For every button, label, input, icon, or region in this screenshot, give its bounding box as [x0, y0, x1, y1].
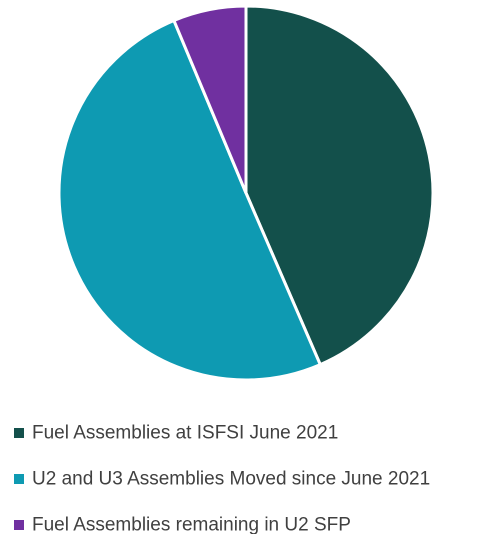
- legend-marker-1: [14, 428, 24, 438]
- legend-item-2: U2 and U3 Assemblies Moved since June 20…: [14, 469, 430, 490]
- legend-label-1: Fuel Assemblies at ISFSI June 2021: [32, 423, 338, 444]
- legend-label-2: U2 and U3 Assemblies Moved since June 20…: [32, 469, 430, 490]
- pie-slice-2: [57, 18, 322, 382]
- legend-marker-2: [14, 474, 24, 484]
- legend-item-3: Fuel Assemblies remaining in U2 SFP: [14, 515, 351, 534]
- chart-legend: Fuel Assemblies at ISFSI June 2021 U2 and…: [14, 423, 430, 534]
- pie-slice-1: [244, 4, 435, 367]
- legend-item-1: Fuel Assemblies at ISFSI June 2021: [14, 423, 338, 444]
- legend-marker-3: [14, 520, 24, 530]
- pie-slice-3: [172, 4, 248, 195]
- legend-label-3: Fuel Assemblies remaining in U2 SFP: [32, 515, 351, 534]
- pie-slices: [57, 4, 435, 382]
